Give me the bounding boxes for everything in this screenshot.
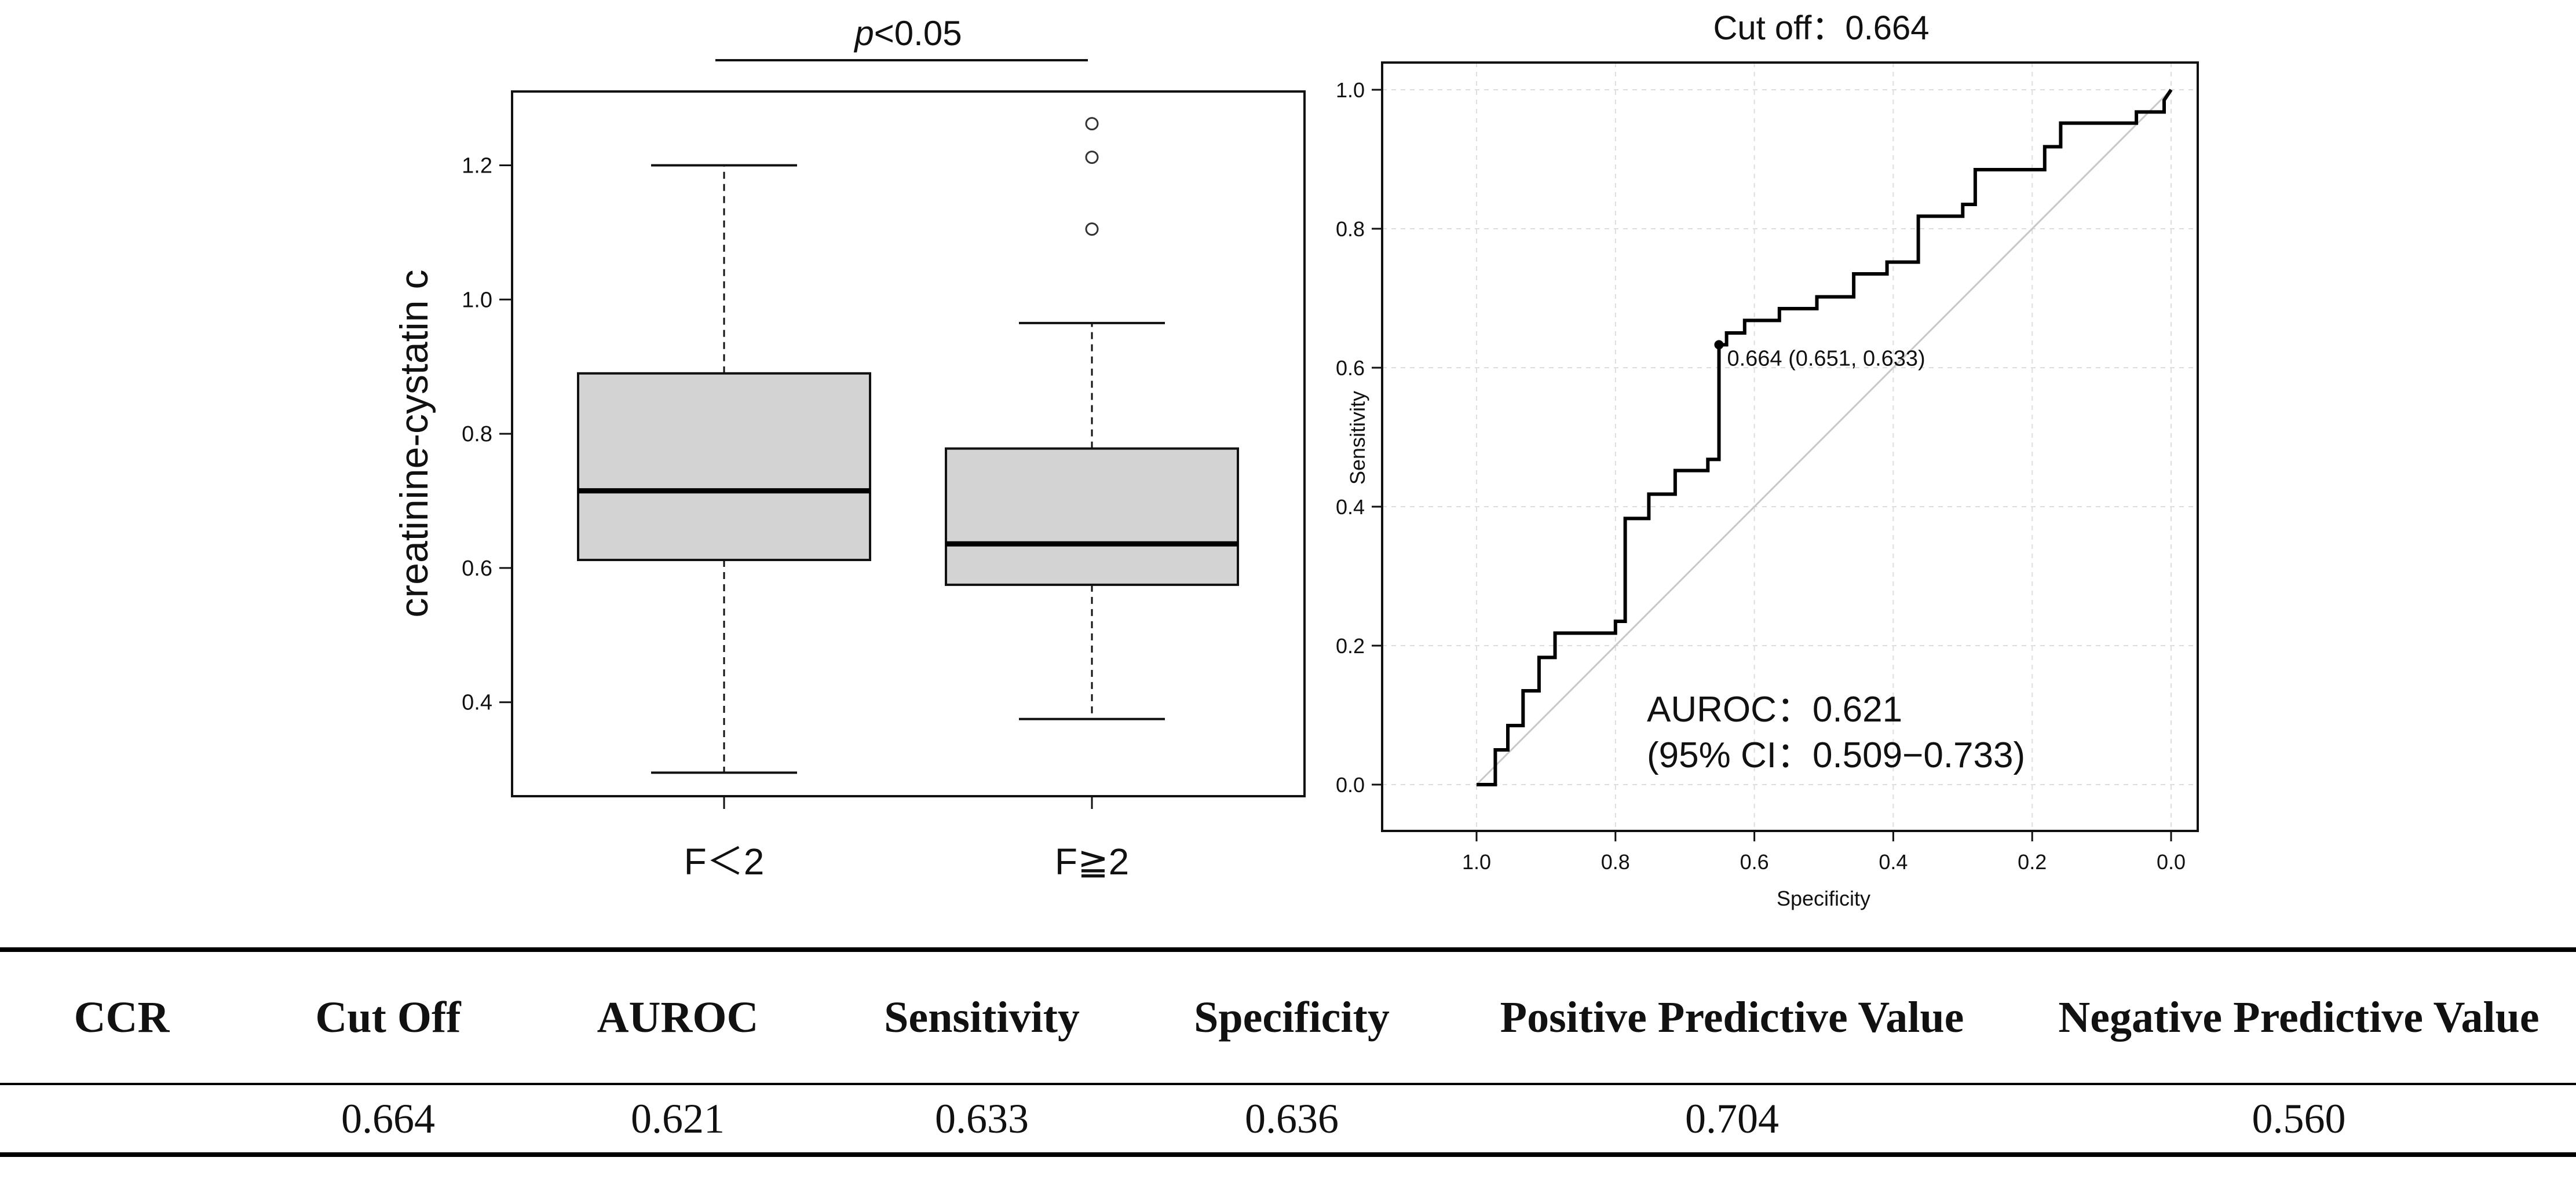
roc-frame xyxy=(1381,61,2199,832)
roc-title: Cut off：0.664 xyxy=(1713,9,1930,47)
results-table: CCR Cut Off AUROC Sensitivity Specificit… xyxy=(0,947,2576,1157)
header-npv: Negative Predictive Value xyxy=(2058,993,2540,1042)
boxplot-x-tick-label: F≧2 xyxy=(1055,841,1129,882)
roc-y-tick-label: 0.0 xyxy=(1336,773,1365,797)
cell-ccr xyxy=(0,1084,243,1155)
boxplot-frame xyxy=(511,90,1306,797)
boxplot-x-axis: F＜2 F≧2 xyxy=(684,796,1129,882)
reference-diagonal xyxy=(1475,89,2172,786)
outlier-point xyxy=(1085,222,1099,236)
roc-x-tick-label: 0.0 xyxy=(2157,850,2186,874)
roc-x-tick-label: 0.2 xyxy=(2018,850,2047,874)
header-specificity: Specificity xyxy=(1194,993,1390,1042)
header-ccr: CCR xyxy=(74,993,170,1042)
roc-x-tick-label: 1.0 xyxy=(1462,850,1491,874)
roc-lines xyxy=(1475,89,2173,786)
roc-chart: Cut off：0.664 0.00.20.40.60.81.0 1.0 0.8 0… xyxy=(1336,9,2199,910)
roc-x-tick-label: 0.8 xyxy=(1601,850,1630,874)
roc-curve xyxy=(1477,89,2173,786)
header-ppv: Positive Predictive Value xyxy=(1500,993,1964,1042)
auroc-ci-label: (95% CI：0.509−0.733) xyxy=(1647,735,2025,775)
header-auroc: AUROC xyxy=(597,993,759,1042)
boxplot-y-axis: 0.4 0.6 0.8 1.0 1.2 xyxy=(462,153,512,715)
cell-cut-off: 0.664 xyxy=(341,1095,435,1142)
table-header-row: CCR Cut Off AUROC Sensitivity Specificit… xyxy=(0,950,2576,1084)
cutoff-point-label: 0.664 (0.651, 0.633) xyxy=(1727,346,1925,371)
roc-x-tick-label: 0.4 xyxy=(1879,850,1908,874)
boxplot-y-axis-label: creatinine-cystatin c xyxy=(392,270,436,618)
figure-canvas: p<0.05 creatinine-cystatin c 0.40.60.81.… xyxy=(392,9,2199,910)
cell-npv: 0.560 xyxy=(2252,1095,2346,1142)
outlier-point xyxy=(1085,117,1099,131)
boxplot-y-tick-label: 0.4 xyxy=(462,691,492,715)
cell-auroc: 0.621 xyxy=(631,1095,725,1142)
roc-y-tick-label: 0.8 xyxy=(1336,217,1365,241)
boxplot-chart: p<0.05 creatinine-cystatin c 0.4 0.6 0.8 1.… xyxy=(392,14,1306,882)
significance-annotation: p<0.05 xyxy=(853,14,962,53)
boxplot-y-tick-label: 1.0 xyxy=(462,288,492,312)
boxplot-y-tick-label: 1.2 xyxy=(462,153,492,178)
roc-y-axis: 0.0 0.2 0.4 0.6 0.8 1.0 xyxy=(1336,78,1382,797)
cell-sensitivity: 0.633 xyxy=(935,1095,1029,1142)
header-sensitivity: Sensitivity xyxy=(884,993,1080,1042)
roc-y-axis-label: Sensitivity xyxy=(1346,391,1369,485)
auroc-label: AUROC：0.621 xyxy=(1647,690,1902,730)
table-row: 0.664 0.621 0.633 0.636 0.704 0.560 xyxy=(0,1084,2576,1155)
box xyxy=(945,447,1239,586)
roc-grid xyxy=(1382,63,2198,831)
roc-x-axis: 1.0 0.8 0.6 0.4 0.2 0.0 xyxy=(1462,831,2186,874)
outlier-point xyxy=(1085,151,1099,164)
boxplot-group xyxy=(577,164,871,774)
roc-y-tick-label: 0.6 xyxy=(1336,356,1365,380)
header-cut-off: Cut Off xyxy=(315,993,461,1042)
boxplot-groups xyxy=(577,117,1239,774)
boxplot-group xyxy=(945,117,1239,720)
roc-y-tick-label: 0.2 xyxy=(1336,634,1365,658)
cutoff-point xyxy=(1714,340,1724,350)
roc-x-tick-label: 0.6 xyxy=(1740,850,1769,874)
roc-x-axis-label: Specificity xyxy=(1777,887,1870,910)
cell-specificity: 0.636 xyxy=(1245,1095,1339,1142)
cell-ppv: 0.704 xyxy=(1685,1095,1779,1142)
roc-y-tick-label: 0.4 xyxy=(1336,495,1365,519)
boxplot-y-tick-label: 0.6 xyxy=(462,556,492,581)
roc-y-tick-label: 1.0 xyxy=(1336,78,1365,102)
boxplot-x-tick-label: F＜2 xyxy=(684,841,765,882)
boxplot-y-tick-label: 0.8 xyxy=(462,422,492,446)
box xyxy=(577,372,871,562)
